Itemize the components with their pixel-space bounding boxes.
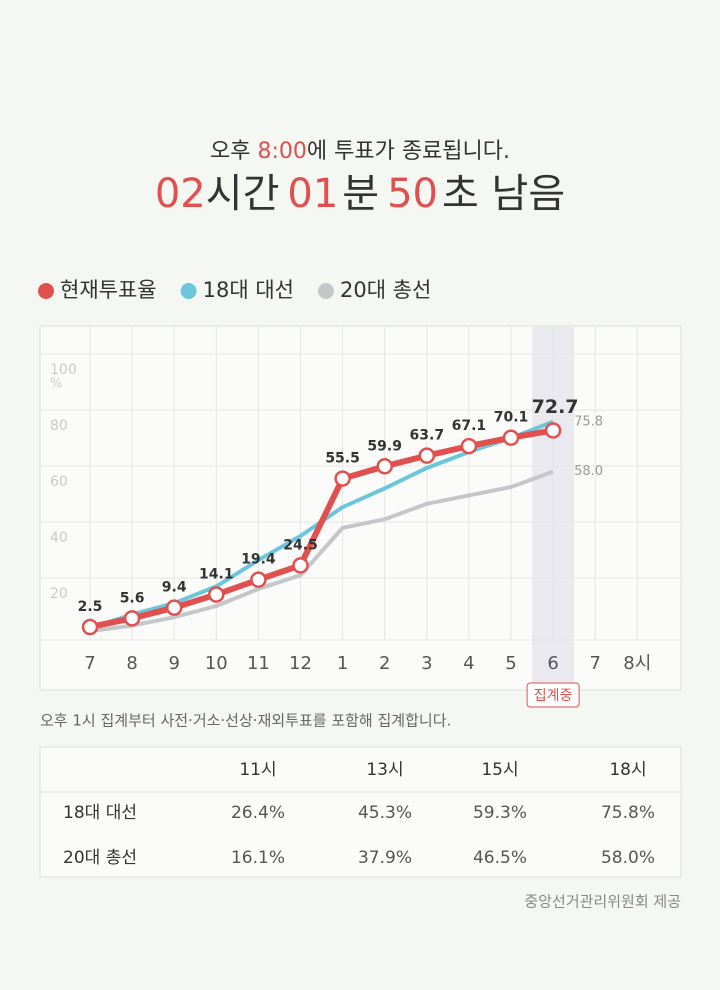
point: [123, 610, 141, 627]
point: [250, 571, 267, 588]
x-tick-label: 10: [205, 653, 228, 674]
y-tick-label: 20: [50, 586, 68, 602]
x-tick-label: 2: [379, 653, 390, 674]
source: 중앙선거관리위원회 제공: [524, 893, 681, 911]
end-time-line: 오후 8:00에 투표가 종료됩니다.: [210, 139, 510, 164]
series-line: [89, 469, 554, 634]
seconds: 50: [387, 171, 438, 217]
x-tick-label: 4: [463, 653, 474, 674]
y-tick-label: 40: [50, 530, 68, 546]
x-tick-label: 7: [84, 653, 95, 674]
y-tick-label: 60: [50, 474, 68, 490]
data-label: 14.1: [199, 567, 234, 583]
prefix: 오후: [210, 139, 257, 164]
x-tick-label: 11: [247, 653, 270, 674]
column-header: 15시: [481, 760, 518, 780]
time: 8:00: [257, 139, 306, 164]
data-label: 70.1: [494, 410, 529, 426]
legend-swatch: [38, 283, 54, 299]
table-cell: 45.3%: [358, 803, 412, 823]
data-label: 24.5: [283, 537, 318, 553]
point: [460, 437, 478, 455]
legend-swatch: [317, 283, 334, 299]
legend-swatch: [180, 283, 197, 299]
seconds-unit: 초 남음: [442, 171, 565, 217]
table-cell: 37.9%: [358, 848, 412, 868]
data-label: 55.5: [325, 451, 360, 467]
legend-label: 18대 대선: [203, 278, 294, 302]
point: [544, 422, 562, 439]
table-cell: 59.3%: [473, 803, 527, 823]
column-header: 18시: [609, 760, 646, 780]
y-tick-label: 80: [50, 418, 68, 434]
y-unit: %: [50, 377, 62, 392]
x-tick-label: 1: [337, 653, 348, 674]
point: [502, 429, 520, 446]
row-header: 18대 대선: [63, 803, 137, 823]
data-label: 9.4: [162, 580, 187, 596]
x-tick-label: 8: [126, 653, 137, 674]
y-tick-label: 100: [50, 362, 77, 378]
data-label: 5.6: [120, 590, 145, 606]
data-label: 59.9: [367, 438, 402, 454]
x-tick-label: 6: [547, 653, 558, 674]
x-tick-label: 7: [589, 653, 600, 674]
column-header: 13시: [366, 760, 403, 780]
countdown: 02시간 01 분 50 초 남음: [155, 171, 565, 217]
point: [418, 447, 436, 464]
point: [292, 557, 309, 574]
point: [81, 618, 99, 636]
x-tick-label: 5: [505, 653, 516, 674]
end-label: 58.0: [574, 464, 603, 479]
table-cell: 46.5%: [473, 848, 527, 868]
point: [334, 470, 351, 487]
note: 오후 1시 집계부터 사전·거소·선상·재외투표를 포함해 집계합니다.: [40, 712, 451, 730]
suffix: 에 투표가 종료됩니다.: [307, 139, 510, 164]
data-label: 2.5: [78, 599, 103, 615]
x-tick-label: 3: [421, 653, 432, 674]
minutes-unit: 분: [342, 171, 379, 217]
point: [376, 458, 393, 475]
legend-label: 현재투표율: [60, 278, 157, 302]
point: [165, 599, 183, 616]
x-tick-label: 9: [168, 653, 179, 674]
minutes: 01: [287, 171, 338, 217]
table-cell: 16.1%: [231, 848, 285, 868]
data-label: 72.7: [532, 396, 579, 418]
row-header: 20대 총선: [63, 848, 137, 868]
table-cell: 75.8%: [601, 803, 655, 823]
hours-unit: 시간: [206, 171, 280, 217]
x-tick-label: 12: [289, 653, 312, 674]
plot-area: [39, 325, 682, 691]
column-header: 11시: [239, 760, 276, 780]
data-label: 63.7: [410, 428, 445, 444]
end-label: 75.8: [574, 414, 603, 429]
data-label: 67.1: [452, 418, 487, 434]
hours: 02: [155, 171, 206, 217]
x-tick-label: 8시: [623, 653, 651, 674]
table-cell: 26.4%: [231, 803, 285, 823]
badge-box: [526, 682, 580, 708]
data-label: 19.4: [241, 552, 276, 568]
table-cell: 58.0%: [601, 848, 655, 868]
legend-label: 20대 총선: [340, 278, 431, 302]
point: [208, 586, 225, 603]
table-box: [39, 746, 682, 878]
badge: 집계중: [534, 688, 573, 704]
